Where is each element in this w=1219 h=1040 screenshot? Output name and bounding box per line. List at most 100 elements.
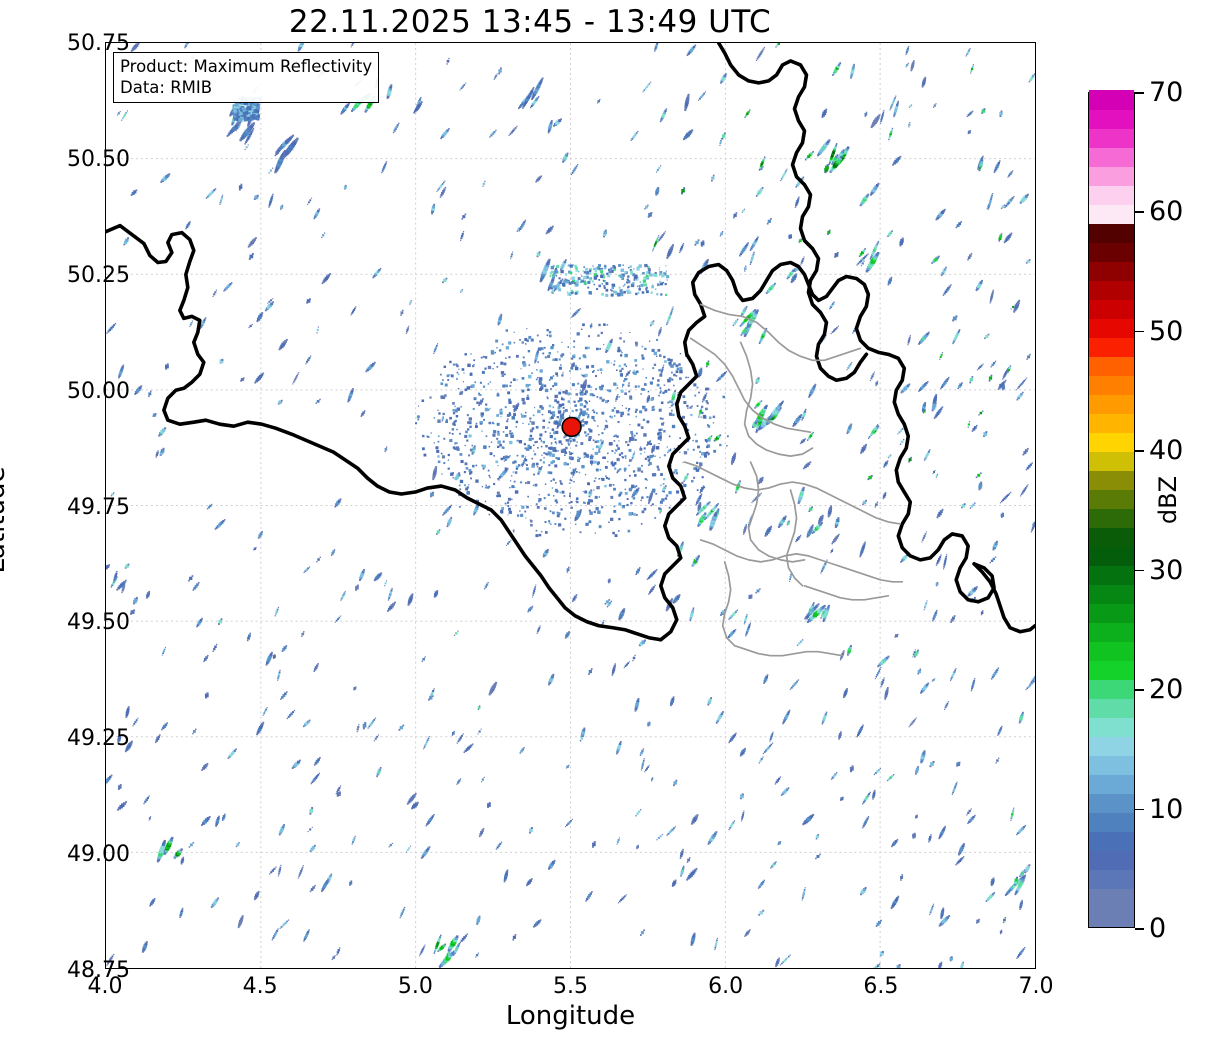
clutter-pixel	[566, 439, 570, 442]
clutter-pixel	[570, 393, 572, 395]
clutter-pixel	[499, 409, 503, 413]
clutter-pixel	[644, 347, 647, 350]
clutter-pixel	[594, 495, 598, 499]
radar-echo	[873, 768, 881, 776]
clutter-pixel	[510, 480, 512, 482]
clutter-pixel	[641, 291, 645, 294]
clutter-pixel	[593, 267, 596, 271]
clutter-pixel	[635, 485, 638, 487]
clutter-pixel	[651, 503, 654, 506]
clutter-pixel	[612, 290, 616, 294]
clutter-pixel	[562, 398, 565, 401]
radar-echo	[978, 165, 982, 171]
clutter-pixel	[495, 460, 499, 464]
clutter-pixel	[659, 417, 662, 420]
clutter-pixel	[633, 268, 635, 270]
radar-echo	[459, 933, 469, 944]
radar-echo	[808, 506, 813, 513]
clutter-pixel	[466, 491, 470, 495]
radar-echo	[269, 866, 277, 875]
clutter-pixel	[555, 430, 559, 434]
clutter-pixel	[417, 405, 420, 407]
clutter-pixel	[591, 280, 594, 283]
clutter-pixel	[627, 280, 631, 284]
clutter-pixel	[535, 503, 538, 506]
clutter-pixel	[651, 284, 654, 287]
clutter-pixel	[560, 449, 565, 453]
clutter-pixel	[508, 432, 511, 435]
colorbar-segment	[1089, 508, 1134, 528]
clutter-pixel	[487, 365, 492, 370]
clutter-pixel	[558, 440, 562, 444]
clutter-pixel	[443, 462, 446, 465]
clutter-pixel	[543, 497, 546, 500]
clutter-pixel	[669, 358, 673, 362]
clutter-pixel	[638, 286, 641, 289]
clutter-pixel	[554, 490, 557, 493]
clutter-pixel	[236, 108, 239, 111]
radar-echo	[542, 548, 549, 558]
radar-echo	[707, 697, 712, 706]
radar-echo	[152, 413, 157, 418]
clutter-pixel	[549, 454, 552, 457]
clutter-pixel	[456, 407, 461, 411]
clutter-pixel	[554, 270, 558, 274]
clutter-pixel	[525, 467, 529, 471]
clutter-pixel	[627, 384, 630, 387]
clutter-pixel	[531, 464, 535, 468]
clutter-pixel	[238, 105, 241, 108]
radar-echo	[896, 964, 901, 968]
clutter-pixel	[558, 288, 562, 292]
clutter-pixel	[568, 281, 572, 285]
radar-echo	[721, 132, 726, 140]
clutter-pixel	[501, 446, 504, 449]
clutter-pixel	[581, 280, 584, 283]
radar-echo	[887, 276, 893, 286]
radar-echo	[821, 108, 828, 118]
clutter-pixel	[659, 354, 662, 357]
clutter-pixel	[580, 390, 583, 393]
radar-echo	[770, 861, 777, 869]
radar-echo	[1010, 304, 1016, 310]
clutter-pixel	[620, 374, 623, 377]
radar-echo	[661, 485, 667, 492]
clutter-pixel	[540, 440, 542, 443]
clutter-pixel	[719, 443, 722, 447]
clutter-pixel	[592, 448, 594, 450]
clutter-pixel	[516, 454, 519, 457]
clutter-pixel	[645, 271, 649, 274]
clutter-pixel	[441, 473, 443, 475]
clutter-pixel	[667, 358, 671, 361]
clutter-pixel	[606, 420, 608, 423]
clutter-pixel	[500, 509, 504, 514]
colorbar-tick-mark	[1135, 92, 1144, 94]
clutter-pixel	[577, 400, 580, 403]
clutter-pixel	[417, 418, 420, 421]
radar-map-plot	[105, 42, 1036, 969]
clutter-pixel	[623, 363, 626, 366]
radar-echo	[679, 848, 684, 859]
clutter-pixel	[467, 363, 471, 368]
radar-echo	[604, 599, 611, 605]
radar-echo	[646, 395, 651, 403]
clutter-pixel	[608, 389, 612, 393]
radar-echo	[797, 486, 805, 505]
clutter-pixel	[668, 377, 672, 380]
radar-echo	[706, 360, 710, 368]
radar-echo	[695, 493, 703, 506]
clutter-pixel	[592, 394, 595, 397]
clutter-pixel	[547, 427, 549, 429]
radar-echo	[846, 361, 853, 371]
clutter-pixel	[509, 413, 512, 416]
radar-echo	[565, 764, 570, 769]
clutter-pixel	[522, 422, 524, 425]
radar-echo	[121, 583, 126, 594]
clutter-pixel	[575, 497, 579, 500]
clutter-pixel	[631, 484, 635, 488]
clutter-pixel	[694, 433, 697, 436]
clutter-pixel	[668, 412, 673, 416]
clutter-pixel	[627, 410, 630, 412]
clutter-pixel	[478, 392, 480, 395]
clutter-pixel	[577, 456, 580, 459]
radar-echo	[221, 813, 226, 821]
